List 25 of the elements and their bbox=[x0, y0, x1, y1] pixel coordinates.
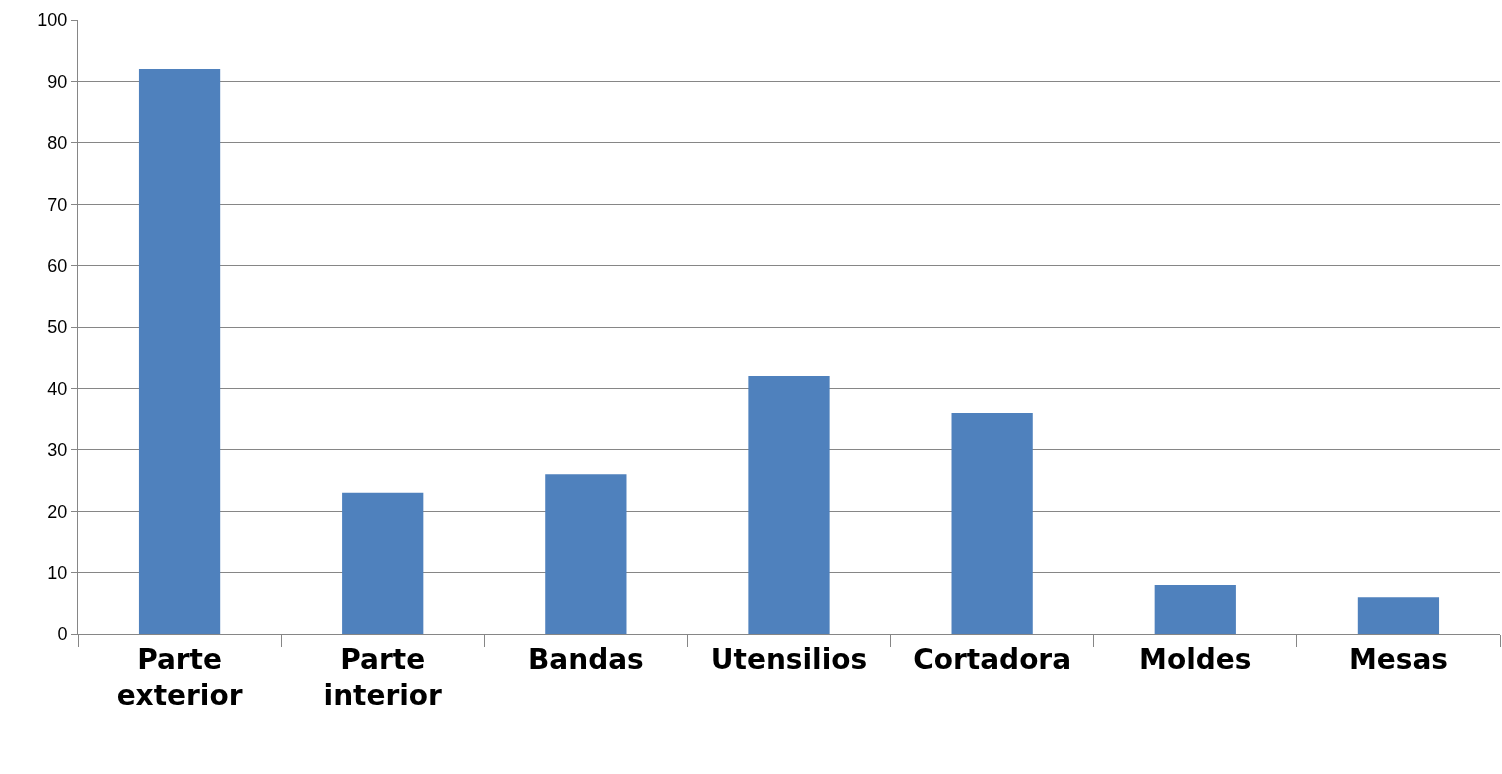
y-tick-label: 80 bbox=[47, 133, 68, 154]
bar bbox=[951, 412, 1033, 634]
y-tick-label: 50 bbox=[47, 317, 68, 338]
x-tick-label: Moldes bbox=[1139, 642, 1252, 676]
y-tick-label: 20 bbox=[47, 501, 68, 522]
bar bbox=[1357, 597, 1440, 634]
y-tick-label: 40 bbox=[47, 378, 68, 399]
y-tick-label: 60 bbox=[47, 255, 68, 276]
y-tick-label: 90 bbox=[47, 71, 68, 92]
y-tick-label: 30 bbox=[47, 440, 68, 461]
x-tick-label: Bandas bbox=[527, 642, 644, 676]
x-tick-label: Parte exterior bbox=[116, 642, 243, 712]
bar bbox=[138, 69, 221, 634]
x-tick-label: Utensilios bbox=[710, 642, 868, 676]
bar bbox=[545, 474, 627, 634]
bar bbox=[748, 376, 830, 634]
y-tick-label: 10 bbox=[47, 562, 68, 583]
x-tick-label: Cortadora bbox=[913, 642, 1072, 676]
y-tick-label: 70 bbox=[47, 194, 68, 215]
bar bbox=[342, 492, 424, 634]
bar bbox=[1154, 584, 1236, 634]
y-tick-label: 0 bbox=[57, 624, 68, 645]
x-tick-label: Parte interior bbox=[323, 642, 443, 712]
x-tick-label: Mesas bbox=[1348, 642, 1448, 676]
y-tick-label: 100 bbox=[37, 10, 68, 31]
